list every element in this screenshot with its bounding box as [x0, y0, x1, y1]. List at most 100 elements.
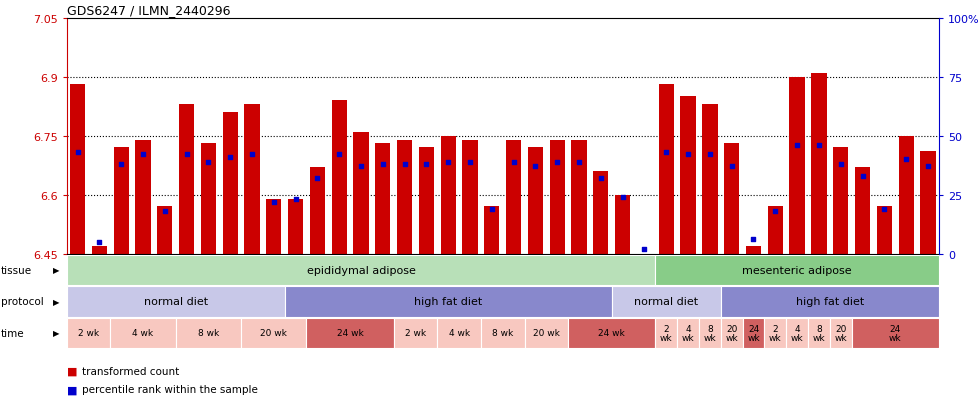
Bar	[331, 101, 347, 254]
Text: 4
wk: 4 wk	[682, 325, 695, 342]
Bar	[506, 140, 521, 254]
Point	[114, 161, 129, 168]
Point	[157, 208, 172, 215]
Bar	[786, 318, 808, 348]
Text: mesenteric adipose: mesenteric adipose	[742, 265, 852, 275]
Bar	[568, 318, 656, 348]
Text: ■: ■	[67, 385, 77, 394]
Point	[811, 142, 827, 149]
Text: ▶: ▶	[53, 297, 60, 306]
Text: 2
wk: 2 wk	[769, 325, 782, 342]
Point	[440, 159, 456, 166]
Point	[222, 154, 238, 161]
Point	[680, 152, 696, 159]
Bar	[743, 318, 764, 348]
Point	[746, 237, 761, 243]
Point	[178, 152, 194, 159]
Point	[659, 150, 674, 156]
Bar	[441, 136, 456, 254]
Bar	[481, 318, 524, 348]
Text: tissue: tissue	[1, 265, 32, 275]
Text: 20
wk: 20 wk	[725, 325, 738, 342]
Bar	[612, 287, 721, 317]
Bar	[437, 318, 481, 348]
Text: ▶: ▶	[53, 266, 60, 275]
Text: 20 wk: 20 wk	[261, 329, 287, 337]
Point	[266, 199, 281, 206]
Text: normal diet: normal diet	[144, 297, 208, 307]
Point	[614, 194, 630, 201]
Bar	[680, 97, 696, 254]
Bar	[899, 136, 913, 254]
Bar	[920, 152, 936, 254]
Text: 8 wk: 8 wk	[492, 329, 514, 337]
Bar	[375, 144, 390, 254]
Text: ■: ■	[67, 366, 77, 376]
Bar	[830, 318, 852, 348]
Bar	[67, 287, 285, 317]
Point	[288, 197, 304, 203]
Bar	[808, 318, 830, 348]
Bar	[288, 199, 303, 254]
Point	[571, 159, 587, 166]
Text: 24 wk: 24 wk	[599, 329, 625, 337]
Bar	[135, 140, 151, 254]
Text: 8
wk: 8 wk	[704, 325, 716, 342]
Bar	[656, 255, 939, 285]
Text: 4 wk: 4 wk	[449, 329, 469, 337]
Bar	[241, 318, 307, 348]
Text: protocol: protocol	[1, 297, 44, 307]
Bar	[855, 168, 870, 254]
Bar	[285, 287, 612, 317]
Bar	[157, 207, 172, 254]
Bar	[484, 207, 500, 254]
Bar	[699, 318, 721, 348]
Text: ▶: ▶	[53, 329, 60, 337]
Point	[463, 159, 478, 166]
Text: 2 wk: 2 wk	[77, 329, 99, 337]
Text: epididymal adipose: epididymal adipose	[307, 265, 416, 275]
Bar	[615, 195, 630, 254]
Bar	[721, 287, 939, 317]
Point	[855, 173, 870, 180]
Bar	[244, 105, 260, 254]
Point	[593, 176, 609, 182]
Bar	[659, 85, 674, 254]
Bar	[175, 318, 241, 348]
Bar	[833, 148, 849, 254]
Bar	[201, 144, 216, 254]
Bar	[67, 318, 111, 348]
Point	[353, 164, 368, 170]
Bar	[222, 113, 238, 254]
Text: 2
wk: 2 wk	[660, 325, 672, 342]
Point	[506, 159, 521, 166]
Bar	[790, 77, 805, 254]
Point	[91, 239, 107, 246]
Bar	[764, 318, 786, 348]
Bar	[418, 148, 434, 254]
Bar	[852, 318, 939, 348]
Point	[135, 152, 151, 159]
Text: 4
wk: 4 wk	[791, 325, 804, 342]
Point	[375, 161, 391, 168]
Point	[702, 152, 717, 159]
Bar	[528, 148, 543, 254]
Bar	[394, 318, 437, 348]
Point	[833, 161, 849, 168]
Text: percentile rank within the sample: percentile rank within the sample	[82, 385, 258, 394]
Bar	[550, 140, 564, 254]
Bar	[67, 255, 656, 285]
Bar	[111, 318, 175, 348]
Point	[637, 246, 653, 253]
Text: normal diet: normal diet	[634, 297, 699, 307]
Bar	[767, 207, 783, 254]
Point	[899, 157, 914, 163]
Text: 20 wk: 20 wk	[533, 329, 560, 337]
Text: GDS6247 / ILMN_2440296: GDS6247 / ILMN_2440296	[67, 5, 230, 17]
Bar	[524, 318, 568, 348]
Text: 2 wk: 2 wk	[405, 329, 426, 337]
Point	[550, 159, 565, 166]
Bar	[267, 199, 281, 254]
Bar	[811, 74, 826, 254]
Point	[418, 161, 434, 168]
